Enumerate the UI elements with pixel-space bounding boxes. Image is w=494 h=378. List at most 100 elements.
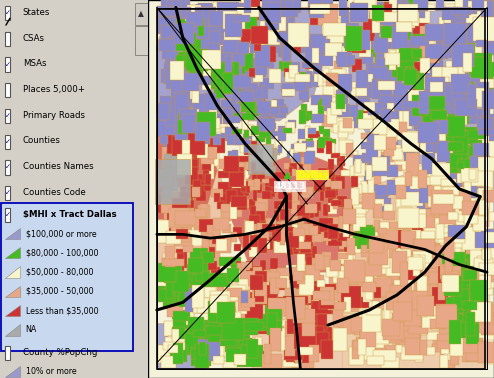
- Bar: [419, 46, 427, 67]
- Bar: [299, 255, 305, 266]
- Bar: [369, 258, 390, 268]
- Bar: [302, 26, 309, 48]
- Bar: [444, 237, 454, 259]
- Bar: [190, 263, 210, 274]
- Bar: [260, 59, 274, 68]
- Bar: [470, 88, 485, 107]
- Bar: [312, 54, 333, 66]
- Bar: [397, 48, 411, 64]
- Bar: [178, 95, 186, 104]
- Bar: [275, 337, 288, 349]
- Bar: [285, 0, 294, 10]
- Bar: [195, 124, 203, 146]
- Bar: [306, 71, 312, 77]
- Bar: [274, 232, 286, 243]
- Bar: [172, 23, 192, 33]
- Bar: [182, 65, 196, 88]
- Bar: [304, 237, 314, 244]
- Bar: [208, 147, 217, 159]
- Bar: [410, 328, 427, 335]
- Bar: [218, 239, 229, 253]
- Bar: [445, 288, 457, 310]
- Bar: [392, 306, 398, 321]
- Bar: [270, 15, 287, 31]
- Bar: [284, 350, 303, 360]
- Bar: [252, 160, 261, 169]
- Bar: [213, 356, 223, 364]
- Bar: [170, 65, 184, 90]
- Bar: [418, 170, 427, 187]
- Bar: [471, 166, 485, 186]
- Bar: [298, 321, 309, 339]
- Bar: [350, 105, 358, 117]
- Bar: [431, 190, 453, 214]
- Bar: [455, 99, 477, 116]
- Bar: [209, 291, 231, 307]
- Bar: [245, 10, 257, 29]
- Bar: [169, 208, 190, 228]
- Bar: [483, 253, 491, 268]
- Bar: [427, 277, 445, 297]
- Text: ✓: ✓: [5, 139, 11, 145]
- Bar: [438, 67, 457, 87]
- Bar: [273, 172, 278, 183]
- Bar: [289, 301, 302, 313]
- Bar: [367, 166, 373, 182]
- Bar: [197, 175, 209, 187]
- Bar: [278, 192, 286, 199]
- Bar: [162, 39, 178, 59]
- Bar: [296, 337, 314, 350]
- Bar: [454, 322, 466, 338]
- Bar: [212, 301, 223, 311]
- Bar: [334, 60, 342, 74]
- Bar: [214, 24, 229, 34]
- Bar: [243, 318, 258, 335]
- Bar: [407, 181, 421, 199]
- Bar: [374, 351, 386, 361]
- Bar: [390, 299, 400, 318]
- Bar: [482, 305, 494, 319]
- Bar: [425, 80, 437, 101]
- Bar: [159, 289, 175, 302]
- Bar: [374, 204, 382, 218]
- Bar: [329, 159, 334, 170]
- Bar: [241, 291, 247, 303]
- Bar: [196, 4, 216, 23]
- Bar: [300, 290, 311, 303]
- Bar: [402, 321, 420, 338]
- Polygon shape: [338, 170, 459, 310]
- Bar: [358, 339, 367, 355]
- Bar: [377, 243, 389, 262]
- Bar: [259, 7, 278, 20]
- Bar: [410, 177, 429, 189]
- Bar: [417, 276, 427, 298]
- Text: $50,000 - 80,000: $50,000 - 80,000: [26, 268, 93, 277]
- Bar: [376, 192, 384, 199]
- Bar: [158, 263, 176, 282]
- Bar: [297, 141, 307, 149]
- Bar: [388, 71, 402, 88]
- Bar: [308, 131, 320, 138]
- Bar: [441, 344, 449, 354]
- Bar: [248, 144, 273, 174]
- Bar: [408, 0, 428, 20]
- Bar: [446, 297, 459, 317]
- Bar: [344, 304, 366, 313]
- Bar: [383, 40, 396, 57]
- Bar: [338, 252, 353, 264]
- Bar: [164, 154, 171, 167]
- Bar: [390, 296, 398, 307]
- Bar: [449, 110, 459, 125]
- Bar: [5, 186, 10, 200]
- Bar: [360, 331, 376, 347]
- Bar: [372, 157, 387, 170]
- Bar: [470, 242, 491, 266]
- Bar: [232, 85, 239, 102]
- Bar: [451, 247, 459, 271]
- Bar: [314, 180, 325, 191]
- Bar: [306, 141, 314, 147]
- Bar: [176, 33, 196, 48]
- Bar: [253, 288, 264, 302]
- Bar: [425, 24, 444, 42]
- Bar: [228, 34, 240, 57]
